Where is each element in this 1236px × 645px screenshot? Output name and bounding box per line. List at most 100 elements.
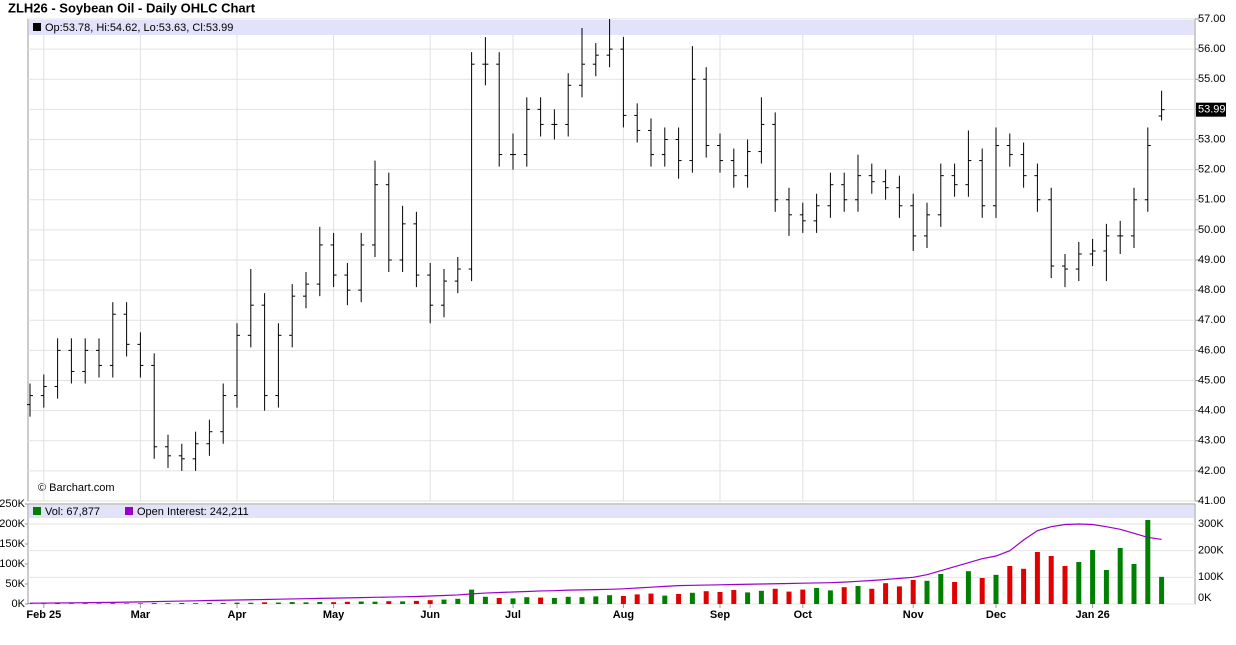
legend-label: Open Interest: 242,211 bbox=[137, 506, 249, 518]
volume-bar bbox=[289, 602, 295, 604]
volume-legend-band bbox=[29, 505, 1194, 518]
y-tick-label: 41.00 bbox=[1198, 495, 1226, 507]
y-tick-label: 0K bbox=[12, 598, 26, 610]
volume-bar bbox=[593, 596, 599, 604]
legend-swatch bbox=[125, 507, 133, 515]
volume-bar bbox=[827, 590, 833, 604]
volume-bar bbox=[910, 580, 916, 604]
volume-bar bbox=[703, 591, 709, 604]
volume-bar bbox=[883, 583, 889, 604]
y-tick-label: 100K bbox=[0, 558, 26, 570]
volume-bar bbox=[855, 586, 861, 604]
volume-bar bbox=[275, 602, 281, 604]
x-tick-label: May bbox=[323, 609, 345, 621]
volume-bar bbox=[1090, 550, 1096, 604]
y-tick-label: 51.00 bbox=[1198, 194, 1226, 206]
x-tick-label: Sep bbox=[710, 609, 730, 621]
volume-bar bbox=[510, 598, 516, 604]
volume-bar bbox=[551, 598, 557, 604]
volume-bar bbox=[689, 592, 695, 604]
x-tick-label: Dec bbox=[986, 609, 1006, 621]
volume-bar bbox=[137, 603, 143, 604]
volume-bar bbox=[965, 571, 971, 604]
volume-bar bbox=[607, 595, 613, 604]
y2-tick-label: 100K bbox=[1198, 571, 1224, 583]
volume-bar bbox=[676, 594, 682, 604]
y-tick-label: 46.00 bbox=[1198, 344, 1226, 356]
x-tick-label: Jun bbox=[420, 609, 440, 621]
y-tick-label: 55.00 bbox=[1198, 73, 1226, 85]
watermark: © Barchart.com bbox=[38, 482, 115, 494]
x-tick-label: Aug bbox=[613, 609, 634, 621]
volume-bar bbox=[1076, 562, 1082, 604]
volume-bar bbox=[979, 578, 985, 604]
volume-bar bbox=[1117, 548, 1123, 604]
x-tick-label: Mar bbox=[131, 609, 151, 621]
y-tick-label: 50.00 bbox=[1198, 224, 1226, 236]
volume-bar bbox=[841, 587, 847, 604]
volume-bar bbox=[1103, 570, 1109, 604]
volume-bar bbox=[648, 593, 654, 604]
volume-bar bbox=[400, 601, 406, 604]
x-tick-label: Jul bbox=[505, 609, 521, 621]
volume-bar bbox=[579, 597, 585, 604]
volume-bar bbox=[1007, 566, 1013, 604]
y-tick-label: 49.00 bbox=[1198, 254, 1226, 266]
last-price-label: 53.99 bbox=[1198, 104, 1226, 116]
volume-bar bbox=[524, 597, 530, 604]
volume-bar bbox=[110, 603, 116, 604]
volume-bar bbox=[469, 589, 475, 604]
volume-bar bbox=[1062, 566, 1068, 604]
volume-bar bbox=[620, 596, 626, 604]
volume-bar bbox=[331, 602, 337, 604]
volume-bar bbox=[386, 601, 392, 604]
volume-bar bbox=[1159, 576, 1165, 604]
volume-bar bbox=[55, 603, 61, 604]
volume-bar bbox=[303, 602, 309, 604]
volume-bar bbox=[772, 588, 778, 604]
y-tick-label: 48.00 bbox=[1198, 284, 1226, 296]
info-label: Op:53.78, Hi:54.62, Lo:53.63, Cl:53.99 bbox=[45, 22, 233, 34]
y-tick-label: 150K bbox=[0, 538, 26, 550]
volume-bar bbox=[234, 602, 240, 604]
volume-bar bbox=[455, 598, 461, 604]
y-tick-label: 44.00 bbox=[1198, 405, 1226, 417]
y-tick-label: 56.00 bbox=[1198, 43, 1226, 55]
volume-bar bbox=[482, 596, 488, 604]
volume-bar bbox=[634, 594, 640, 604]
volume-bar bbox=[1131, 564, 1137, 604]
volume-bar bbox=[1145, 520, 1151, 604]
volume-bar bbox=[938, 574, 944, 604]
y-tick-label: 57.00 bbox=[1198, 13, 1226, 25]
volume-bar bbox=[124, 603, 130, 604]
x-tick-label: Feb 25 bbox=[26, 609, 61, 621]
volume-bar bbox=[565, 596, 571, 604]
volume-bar bbox=[441, 599, 447, 604]
volume-bar bbox=[800, 589, 806, 604]
y-tick-label: 53.00 bbox=[1198, 133, 1226, 145]
volume-bar bbox=[1034, 552, 1040, 604]
volume-bar bbox=[786, 591, 792, 604]
volume-bar bbox=[165, 603, 171, 604]
volume-bar bbox=[179, 603, 185, 604]
x-tick-label: Apr bbox=[228, 609, 248, 621]
volume-bar bbox=[344, 601, 350, 604]
y-tick-label: 47.00 bbox=[1198, 314, 1226, 326]
volume-bar bbox=[993, 574, 999, 604]
volume-bar bbox=[952, 582, 958, 604]
volume-bar bbox=[151, 603, 157, 604]
info-swatch bbox=[33, 23, 41, 31]
volume-bar bbox=[538, 597, 544, 604]
open-interest-line bbox=[29, 523, 1162, 604]
volume-bar bbox=[262, 602, 268, 604]
volume-bar bbox=[1021, 568, 1027, 604]
volume-bar bbox=[662, 595, 668, 604]
volume-bar bbox=[317, 601, 323, 604]
volume-bar bbox=[193, 603, 199, 604]
last-price-box bbox=[1196, 102, 1226, 117]
volume-bar bbox=[869, 588, 875, 604]
x-tick-label: Oct bbox=[794, 609, 813, 621]
volume-bar bbox=[496, 598, 502, 604]
